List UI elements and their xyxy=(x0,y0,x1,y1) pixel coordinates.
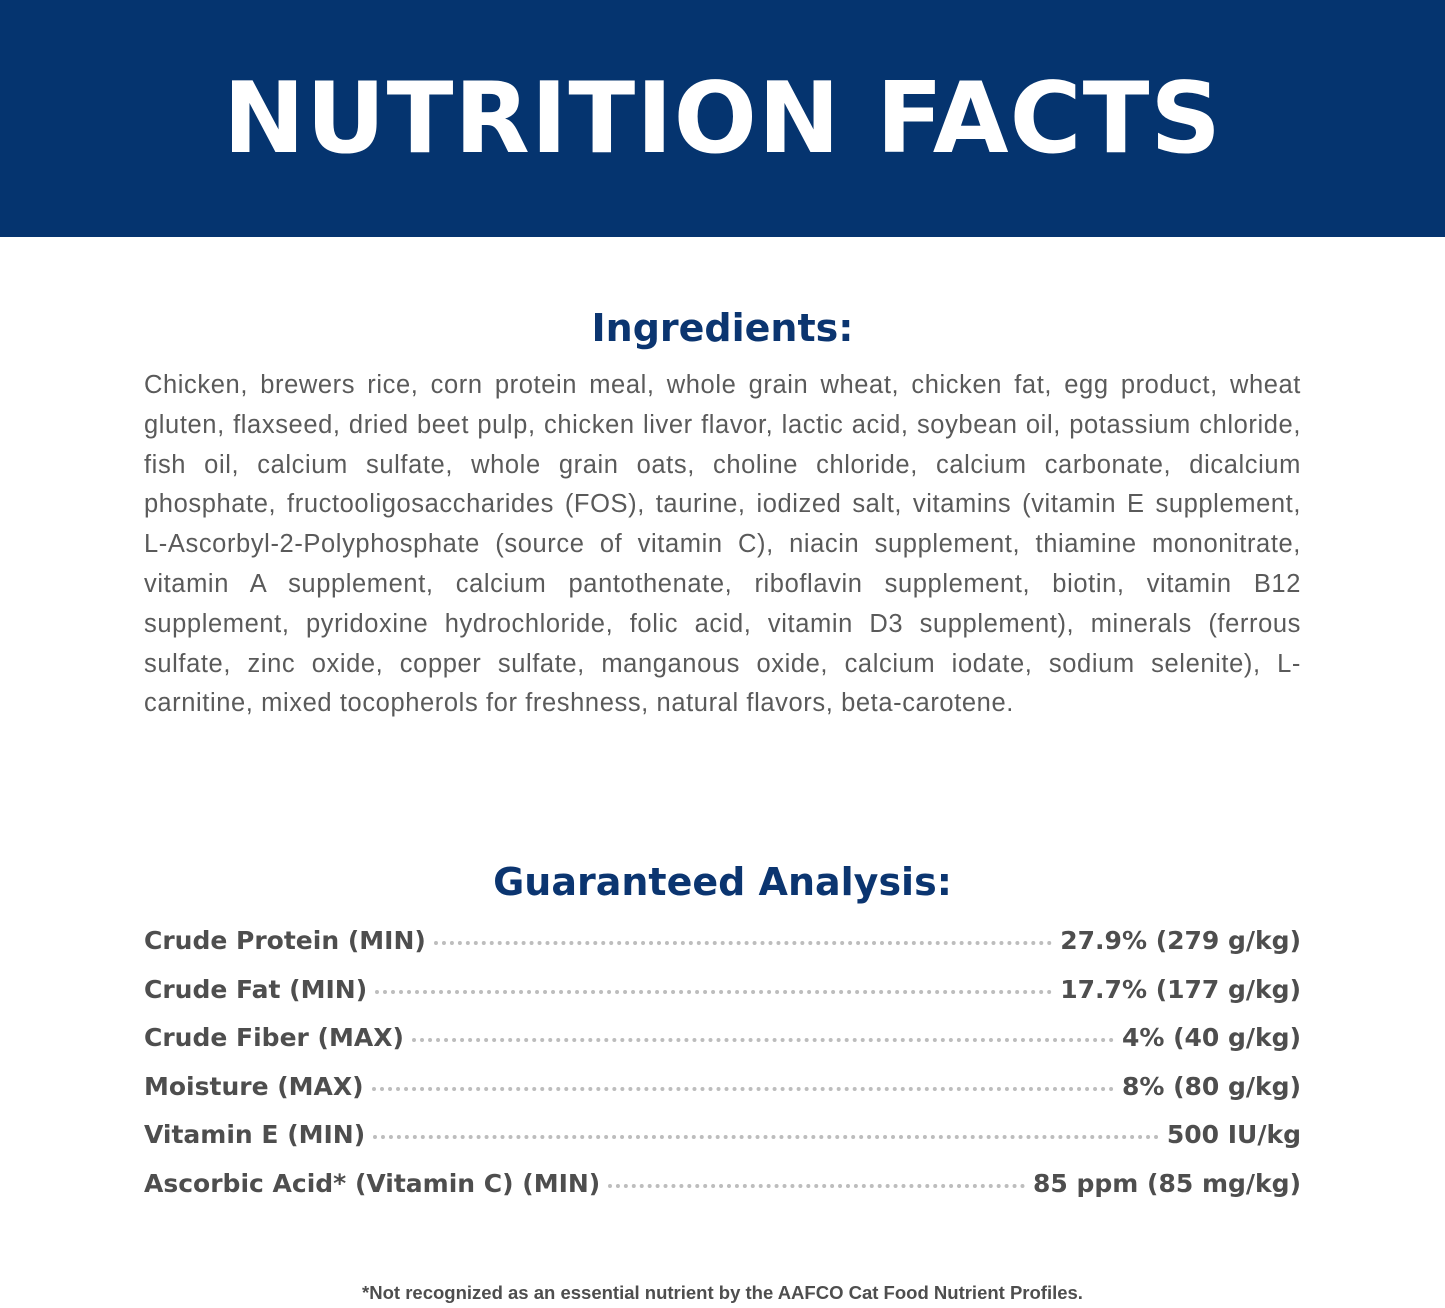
nutrient-value: 500 IU/kg xyxy=(1166,1120,1301,1149)
nutrient-label: Ascorbic Acid* (Vitamin C) (MIN) xyxy=(144,1168,601,1198)
nutrient-value: 4% (40 g/kg) xyxy=(1121,1023,1301,1052)
nutrient-value: 17.7% (177 g/kg) xyxy=(1060,974,1301,1004)
analysis-row: Ascorbic Acid* (Vitamin C) (MIN) 85 ppm (… xyxy=(144,1169,1301,1218)
dot-leader xyxy=(373,1135,1159,1139)
nutrient-label: Moisture (MAX) xyxy=(144,1071,364,1101)
nutrient-label: Crude Fat (MIN) xyxy=(144,974,368,1004)
dot-leader xyxy=(371,1086,1114,1091)
nutrient-value: 85 ppm (85 mg/kg) xyxy=(1033,1168,1301,1198)
guaranteed-analysis-table: Crude Protein (MIN) 27.9% (279 g/kg) Crud… xyxy=(144,926,1301,1217)
nutrient-value: 8% (80 g/kg) xyxy=(1121,1071,1301,1101)
header-banner: NUTRITION FACTS xyxy=(0,0,1445,237)
analysis-row: Moisture (MAX) 8% (80 g/kg) xyxy=(144,1072,1301,1121)
dot-leader xyxy=(375,989,1053,994)
analysis-row: Crude Protein (MIN) 27.9% (279 g/kg) xyxy=(144,926,1301,975)
nutrient-label: Crude Protein (MIN) xyxy=(144,926,426,955)
ingredients-text: Chicken, brewers rice, corn protein meal… xyxy=(144,371,1301,718)
dot-leader xyxy=(433,941,1053,945)
nutrient-label: Crude Fiber (MAX) xyxy=(144,1023,404,1052)
analysis-row: Crude Fiber (MAX) 4% (40 g/kg) xyxy=(144,1023,1301,1072)
nutrient-value: 27.9% (279 g/kg) xyxy=(1060,926,1301,955)
analysis-row: Crude Fat (MIN) 17.7% (177 g/kg) xyxy=(144,975,1301,1024)
analysis-heading: Guaranteed Analysis: xyxy=(493,860,952,904)
page-title: NUTRITION FACTS xyxy=(222,61,1223,176)
ingredients-heading: Ingredients: xyxy=(591,306,854,350)
analysis-row: Vitamin E (MIN) 500 IU/kg xyxy=(144,1120,1301,1169)
dot-leader xyxy=(608,1183,1026,1188)
dot-leader xyxy=(411,1038,1114,1042)
footnote: *Not recognized as an essential nutrient… xyxy=(362,1282,1083,1303)
nutrient-label: Vitamin E (MIN) xyxy=(144,1120,366,1149)
